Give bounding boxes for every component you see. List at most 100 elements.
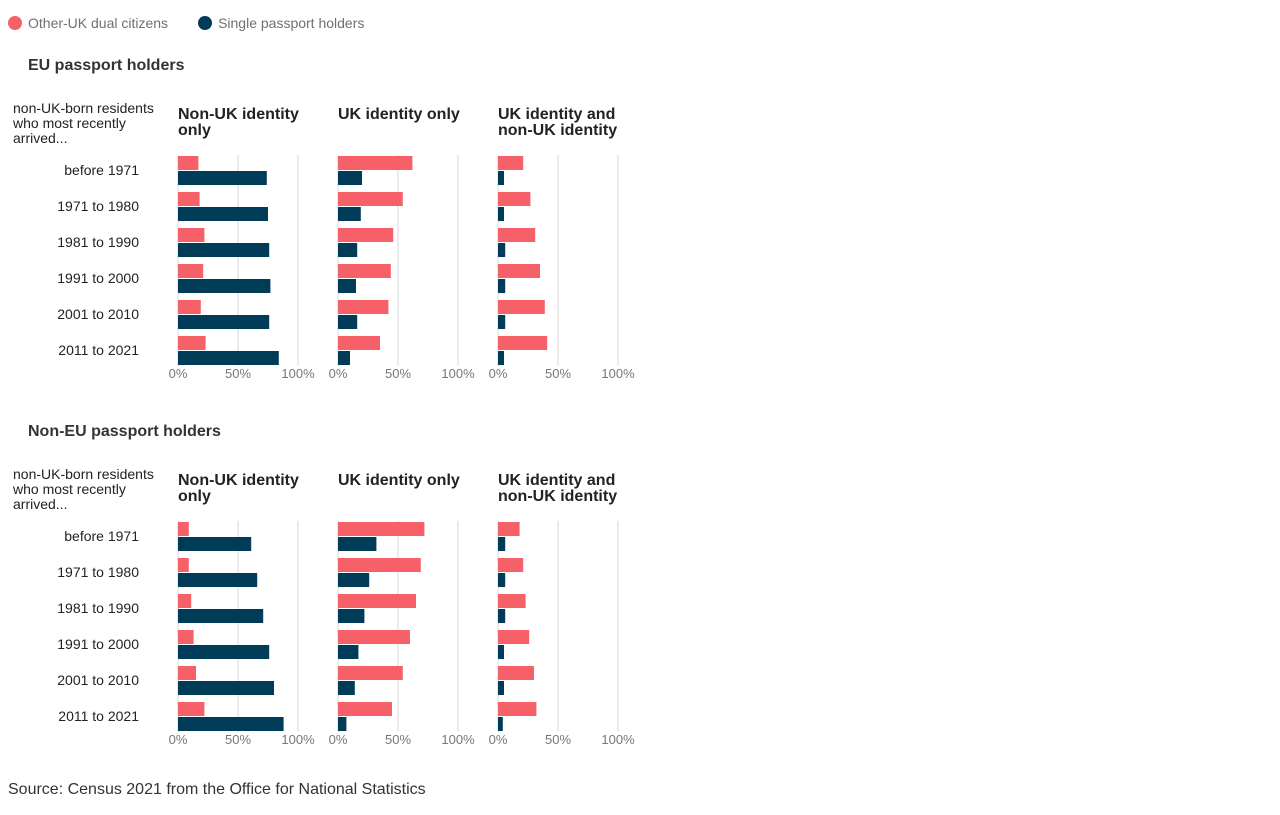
panel-title-line: only	[178, 488, 211, 505]
bar-single-passport	[178, 207, 268, 221]
bar-single-passport	[178, 279, 271, 293]
x-tick-label: 0%	[169, 366, 188, 381]
bar-single-passport	[498, 207, 504, 221]
x-tick-label: 50%	[225, 732, 251, 747]
bar-single-passport	[338, 351, 350, 365]
bar-dual-citizens	[498, 300, 545, 314]
category-label: 2011 to 2021	[58, 342, 139, 358]
bar-dual-citizens	[338, 192, 403, 206]
x-tick-label: 0%	[329, 732, 348, 747]
bar-single-passport	[338, 537, 377, 551]
group-title: Non-EU passport holders	[28, 423, 221, 440]
bar-dual-citizens	[338, 522, 425, 536]
x-tick-label: 50%	[385, 732, 411, 747]
bar-single-passport	[498, 537, 506, 551]
bar-dual-citizens	[338, 702, 392, 716]
bar-dual-citizens	[178, 702, 205, 716]
x-tick-label: 100%	[281, 732, 315, 747]
bar-single-passport	[498, 681, 504, 695]
bar-dual-citizens	[338, 300, 389, 314]
bar-dual-citizens	[178, 228, 205, 242]
panel-title-line: only	[178, 122, 211, 139]
group-title: EU passport holders	[28, 57, 185, 74]
chart-panel-2-2: UK identity only 0% 50% 100%	[329, 472, 475, 747]
legend-label-single: Single passport holders	[218, 15, 365, 31]
bar-dual-citizens	[498, 666, 534, 680]
panel-title-line: UK identity and	[498, 472, 615, 489]
bar-single-passport	[338, 645, 359, 659]
bar-single-passport	[498, 351, 504, 365]
bar-dual-citizens	[178, 156, 199, 170]
x-tick-label: 50%	[225, 366, 251, 381]
row-header-line: non-UK-born residents	[13, 466, 154, 482]
category-label: 1971 to 1980	[57, 564, 139, 580]
bar-single-passport	[338, 681, 355, 695]
category-label: 2001 to 2010	[57, 306, 139, 322]
legend: Other-UK dual citizens Single passport h…	[8, 13, 394, 33]
x-tick-label: 50%	[545, 366, 571, 381]
x-tick-label: 100%	[441, 366, 475, 381]
x-tick-label: 50%	[385, 366, 411, 381]
bar-dual-citizens	[338, 558, 421, 572]
bar-single-passport	[338, 207, 361, 221]
bar-single-passport	[498, 279, 506, 293]
legend-item-single[interactable]: Single passport holders	[198, 15, 364, 31]
legend-dot-dual-icon	[8, 16, 22, 30]
bar-dual-citizens	[178, 630, 194, 644]
category-label: 2011 to 2021	[58, 708, 139, 724]
bar-dual-citizens	[178, 192, 200, 206]
bar-single-passport	[178, 645, 270, 659]
row-header-line: arrived...	[13, 496, 67, 512]
category-label: before 1971	[64, 162, 139, 178]
bar-dual-citizens	[338, 336, 380, 350]
x-tick-label: 0%	[489, 732, 508, 747]
bar-dual-citizens	[498, 630, 530, 644]
bar-dual-citizens	[338, 156, 413, 170]
legend-item-dual[interactable]: Other-UK dual citizens	[8, 15, 168, 31]
bar-single-passport	[178, 717, 284, 731]
bar-dual-citizens	[338, 666, 403, 680]
bar-dual-citizens	[178, 666, 196, 680]
bar-dual-citizens	[338, 594, 416, 608]
bar-dual-citizens	[178, 264, 204, 278]
bar-single-passport	[178, 537, 252, 551]
bar-single-passport	[178, 609, 264, 623]
panel-title-line: UK identity only	[338, 472, 460, 489]
bar-single-passport	[338, 717, 347, 731]
bar-dual-citizens	[498, 522, 520, 536]
panel-title-line: UK identity only	[338, 106, 460, 123]
x-tick-label: 0%	[169, 732, 188, 747]
x-tick-label: 100%	[281, 366, 315, 381]
bar-single-passport	[498, 717, 503, 731]
panel-title-line: Non-UK identity	[178, 106, 299, 123]
category-label: 1971 to 1980	[57, 198, 139, 214]
bar-dual-citizens	[178, 336, 206, 350]
bar-dual-citizens	[498, 228, 536, 242]
bar-single-passport	[498, 573, 506, 587]
chart-panel-1-2: UK identity only 0% 50% 100%	[329, 106, 475, 381]
bar-dual-citizens	[338, 630, 410, 644]
x-tick-label: 100%	[441, 732, 475, 747]
x-tick-label: 50%	[545, 732, 571, 747]
bar-single-passport	[338, 609, 365, 623]
row-header-line: who most recently	[12, 115, 126, 131]
bar-single-passport	[498, 171, 504, 185]
legend-label-dual: Other-UK dual citizens	[28, 15, 169, 31]
bar-dual-citizens	[498, 264, 540, 278]
panel-title-line: Non-UK identity	[178, 472, 299, 489]
category-label: 1981 to 1990	[57, 600, 139, 616]
panel-title-line: non-UK identity	[498, 122, 617, 139]
bar-single-passport	[498, 315, 506, 329]
legend-dot-single-icon	[198, 16, 213, 30]
x-tick-label: 100%	[601, 732, 635, 747]
bar-single-passport	[178, 573, 258, 587]
bar-single-passport	[338, 243, 358, 257]
bar-dual-citizens	[178, 300, 201, 314]
bar-dual-citizens	[498, 336, 548, 350]
x-tick-label: 0%	[489, 366, 508, 381]
panel-title-line: UK identity and	[498, 106, 615, 123]
bar-single-passport	[178, 171, 267, 185]
